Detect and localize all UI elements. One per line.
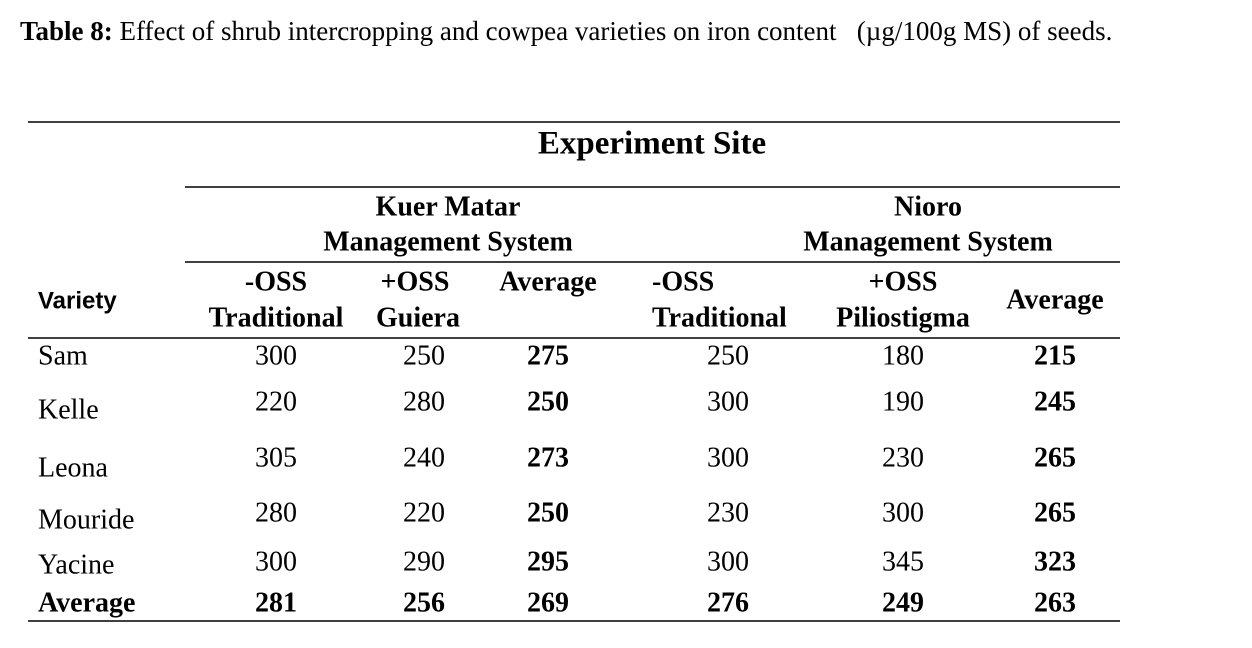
cell: 250 (403, 340, 445, 371)
cell: 290 (403, 546, 445, 577)
column-header: Average (1006, 284, 1103, 315)
cell: 250 (527, 386, 569, 417)
cell: 220 (255, 386, 297, 417)
cell: 276 (707, 587, 749, 618)
row-name: Average (38, 587, 135, 618)
caption-label: Table 8: (20, 16, 113, 46)
cell: 273 (527, 442, 569, 473)
column-header: -OSS (245, 266, 307, 297)
column-header: +OSS (381, 266, 450, 297)
cell: 280 (403, 386, 445, 417)
table-title: Experiment Site (538, 126, 766, 162)
group-name: Kuer Matar (376, 191, 521, 222)
column-header: -OSS (652, 266, 714, 297)
cell: 300 (882, 497, 924, 528)
row-name: Yacine (38, 549, 114, 580)
cell: 215 (1034, 340, 1076, 371)
cell: 180 (882, 340, 924, 371)
cell: 295 (527, 546, 569, 577)
cell: 265 (1034, 497, 1076, 528)
group-subtitle: Management System (323, 226, 573, 257)
group-name: Nioro (894, 191, 962, 222)
cell: 250 (707, 340, 749, 371)
cell: 280 (255, 497, 297, 528)
cell: 300 (707, 442, 749, 473)
row-header: Variety (38, 287, 117, 314)
cell: 249 (882, 587, 924, 618)
cell: 345 (882, 546, 924, 577)
row-name: Mouride (38, 504, 134, 535)
cell: 230 (707, 497, 749, 528)
column-header: Piliostigma (836, 302, 970, 333)
cell: 250 (527, 497, 569, 528)
cell: 300 (707, 546, 749, 577)
cell: 300 (255, 340, 297, 371)
cell: 263 (1034, 587, 1076, 618)
column-header: +OSS (869, 266, 938, 297)
column-header: Traditional (209, 302, 344, 333)
cell: 323 (1034, 546, 1076, 577)
cell: 265 (1034, 442, 1076, 473)
column-header: Traditional (652, 302, 787, 333)
cell: 240 (403, 442, 445, 473)
cell: 300 (707, 386, 749, 417)
cell: 190 (882, 386, 924, 417)
group-subtitle: Management System (803, 226, 1053, 257)
caption-text: Effect of shrub intercropping and cowpea… (119, 16, 1113, 46)
row-name: Sam (38, 340, 88, 371)
row-name: Kelle (38, 394, 99, 425)
cell: 305 (255, 442, 297, 473)
cell: 300 (255, 546, 297, 577)
cell: 281 (255, 587, 297, 618)
cell: 220 (403, 497, 445, 528)
cell: 275 (527, 340, 569, 371)
cell: 245 (1034, 386, 1076, 417)
cell: 230 (882, 442, 924, 473)
column-header: Guiera (376, 302, 460, 333)
cell: 256 (403, 587, 445, 618)
cell: 269 (527, 587, 569, 618)
column-header: Average (499, 266, 596, 297)
row-name: Leona (38, 452, 109, 483)
caption: Table 8: Effect of shrub intercropping a… (20, 12, 1245, 50)
